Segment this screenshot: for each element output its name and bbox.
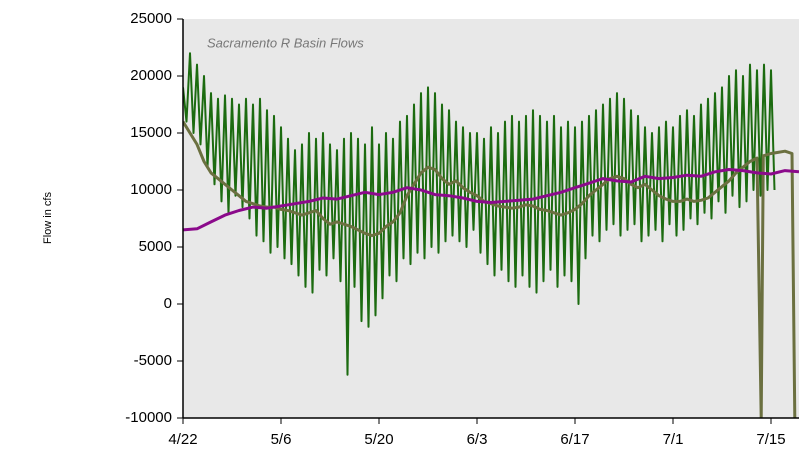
x-tick-label: 5/6 [271, 431, 292, 448]
y-tick-label: 20000 [130, 67, 172, 84]
y-tick-label: -5000 [134, 352, 172, 369]
series-line [183, 120, 797, 418]
x-tick-label: 6/17 [560, 431, 589, 448]
y-tick-label: 15000 [130, 124, 172, 141]
y-tick-label: -10000 [125, 409, 172, 426]
series-line [183, 52, 776, 376]
y-tick-label: 25000 [130, 10, 172, 27]
plot-background [183, 19, 799, 418]
series-line [183, 168, 799, 232]
x-tick-label: 7/1 [663, 431, 684, 448]
y-tick-label: 10000 [130, 181, 172, 198]
chart-title: Sacramento R Basin Flows [207, 35, 364, 50]
y-tick-label: 5000 [139, 238, 172, 255]
y-axis-label: Flow in cfs [42, 192, 54, 244]
x-tick-label: 6/3 [467, 431, 488, 448]
x-tick-label: 4/22 [168, 431, 197, 448]
x-tick-label: 5/20 [364, 431, 393, 448]
y-tick-label: 0 [164, 295, 172, 312]
series-layer [183, 52, 799, 418]
x-tick-label: 7/15 [756, 431, 785, 448]
